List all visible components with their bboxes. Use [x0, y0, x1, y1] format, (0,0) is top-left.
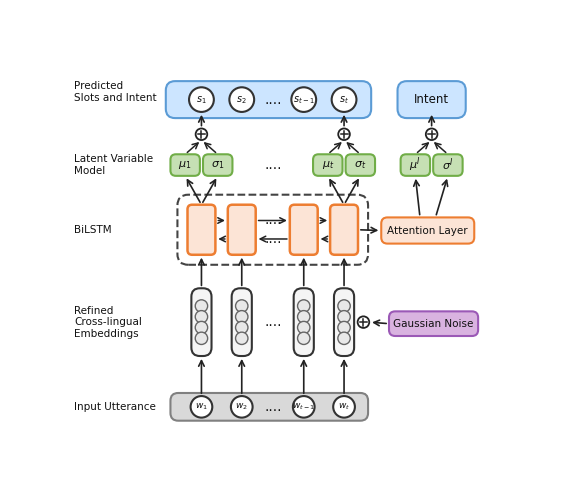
- Text: $\mu_1$: $\mu_1$: [178, 159, 192, 171]
- Circle shape: [196, 128, 207, 140]
- FancyBboxPatch shape: [401, 154, 430, 176]
- Circle shape: [189, 87, 214, 112]
- FancyBboxPatch shape: [381, 218, 474, 244]
- Text: $\sigma_t$: $\sigma_t$: [354, 159, 367, 171]
- Circle shape: [338, 332, 350, 344]
- FancyBboxPatch shape: [228, 205, 256, 255]
- Circle shape: [298, 332, 310, 344]
- FancyBboxPatch shape: [188, 205, 215, 255]
- Circle shape: [298, 300, 310, 312]
- Circle shape: [235, 311, 248, 323]
- Text: $s_1$: $s_1$: [196, 94, 207, 105]
- Text: ....: ....: [264, 400, 282, 414]
- FancyBboxPatch shape: [170, 154, 200, 176]
- Circle shape: [196, 321, 207, 334]
- FancyBboxPatch shape: [330, 205, 358, 255]
- Text: Attention Layer: Attention Layer: [388, 225, 468, 236]
- Circle shape: [190, 396, 212, 417]
- Text: Intent: Intent: [414, 93, 449, 106]
- Circle shape: [332, 87, 356, 112]
- Text: $\sigma_1$: $\sigma_1$: [211, 159, 225, 171]
- Circle shape: [298, 311, 310, 323]
- Text: ....: ....: [264, 158, 282, 172]
- Text: Input Utterance: Input Utterance: [74, 402, 156, 412]
- Circle shape: [291, 87, 316, 112]
- FancyBboxPatch shape: [389, 311, 478, 336]
- Text: $w_2$: $w_2$: [235, 402, 248, 412]
- Circle shape: [338, 128, 350, 140]
- FancyBboxPatch shape: [231, 288, 252, 356]
- Circle shape: [235, 300, 248, 312]
- Text: $w_1$: $w_1$: [195, 402, 208, 412]
- Text: $s_2$: $s_2$: [237, 94, 247, 105]
- Circle shape: [196, 332, 207, 344]
- Circle shape: [196, 300, 207, 312]
- Text: $\sigma^I$: $\sigma^I$: [442, 157, 454, 173]
- Text: BiLSTM: BiLSTM: [74, 225, 112, 235]
- Circle shape: [235, 332, 248, 344]
- Circle shape: [293, 396, 315, 417]
- Circle shape: [298, 321, 310, 334]
- Circle shape: [338, 321, 350, 334]
- FancyBboxPatch shape: [294, 288, 314, 356]
- Circle shape: [235, 321, 248, 334]
- FancyBboxPatch shape: [192, 288, 211, 356]
- Text: $w_{t-1}$: $w_{t-1}$: [292, 402, 315, 412]
- Text: ....: ....: [264, 93, 282, 107]
- FancyBboxPatch shape: [290, 205, 317, 255]
- Circle shape: [426, 128, 437, 140]
- Text: Gaussian Noise: Gaussian Noise: [393, 318, 474, 329]
- Text: Refined
Cross-lingual
Embeddings: Refined Cross-lingual Embeddings: [74, 306, 142, 339]
- FancyBboxPatch shape: [334, 288, 354, 356]
- FancyBboxPatch shape: [397, 81, 466, 118]
- Text: $s_t$: $s_t$: [339, 94, 349, 105]
- Circle shape: [229, 87, 254, 112]
- Text: ....: ....: [264, 232, 282, 246]
- Circle shape: [196, 311, 207, 323]
- Text: $\mu^I$: $\mu^I$: [409, 156, 421, 174]
- Circle shape: [338, 311, 350, 323]
- FancyBboxPatch shape: [166, 81, 371, 118]
- Text: $s_{t-1}$: $s_{t-1}$: [293, 94, 315, 105]
- Circle shape: [338, 300, 350, 312]
- Circle shape: [231, 396, 253, 417]
- Text: ....: ....: [264, 214, 282, 227]
- Text: ....: ....: [264, 315, 282, 329]
- Text: Latent Variable
Model: Latent Variable Model: [74, 154, 153, 176]
- Circle shape: [333, 396, 355, 417]
- FancyBboxPatch shape: [313, 154, 343, 176]
- FancyBboxPatch shape: [203, 154, 233, 176]
- FancyBboxPatch shape: [170, 393, 368, 421]
- FancyBboxPatch shape: [345, 154, 375, 176]
- Circle shape: [357, 317, 369, 328]
- Text: Predicted
Slots and Intent: Predicted Slots and Intent: [74, 81, 157, 103]
- FancyBboxPatch shape: [433, 154, 463, 176]
- Text: $\mu_t$: $\mu_t$: [321, 159, 334, 171]
- Text: $w_t$: $w_t$: [338, 402, 350, 412]
